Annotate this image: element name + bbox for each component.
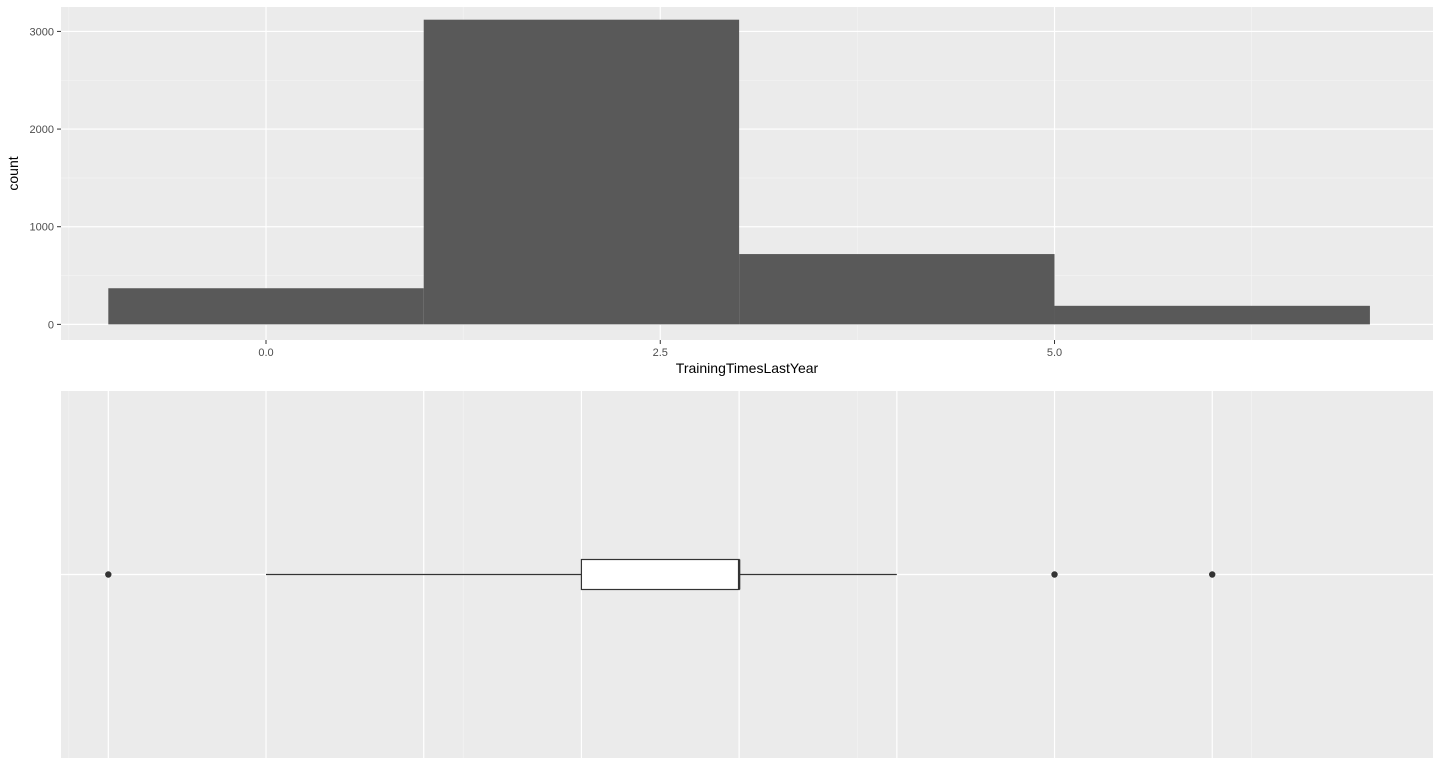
histogram-bars xyxy=(108,19,1370,325)
histogram-panel-group: 0.0 2.5 5.0 0 1000 2000 3000 TrainingTimesLast… xyxy=(5,7,1433,376)
x-tick-label: 0.0 xyxy=(258,347,273,359)
x-axis-title: TrainingTimesLastYear xyxy=(676,360,819,376)
histogram-bar xyxy=(423,19,740,325)
x-tick-label: 5.0 xyxy=(1047,347,1062,359)
y-axis-title: count xyxy=(5,156,21,190)
boxplot-panel-group xyxy=(61,391,1433,758)
histogram-bar xyxy=(1054,305,1370,325)
histogram-bar xyxy=(739,254,1055,325)
histogram-axes: 0.0 2.5 5.0 0 1000 2000 3000 xyxy=(30,26,1063,359)
boxplot-outlier-point xyxy=(1209,571,1216,578)
boxplot-outlier-point xyxy=(105,571,112,578)
y-tick-label: 1000 xyxy=(30,222,54,234)
y-tick-label: 0 xyxy=(48,319,54,331)
boxplot-outlier-point xyxy=(1051,571,1058,578)
x-tick-label: 2.5 xyxy=(653,347,668,359)
boxplot-marks xyxy=(105,558,1216,591)
histogram-bar xyxy=(108,288,424,325)
y-tick-label: 2000 xyxy=(30,124,54,136)
y-tick-label: 3000 xyxy=(30,26,54,38)
boxplot-box xyxy=(580,558,740,591)
